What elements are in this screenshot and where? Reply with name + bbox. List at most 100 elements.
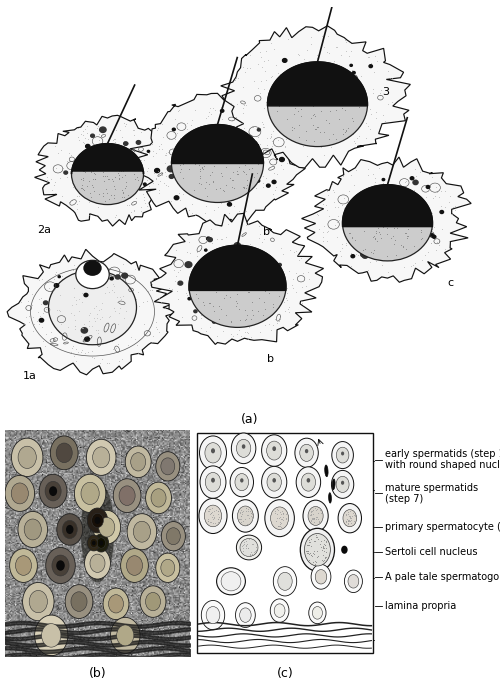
Point: [130, 124, 138, 135]
Point: [114, 318, 122, 329]
Point: [394, 218, 402, 229]
Point: [42, 329, 50, 340]
Point: [111, 193, 119, 204]
Point: [210, 510, 218, 520]
Point: [80, 167, 88, 178]
Point: [378, 187, 386, 198]
Point: [347, 514, 355, 525]
Point: [189, 151, 197, 162]
Point: [76, 294, 84, 305]
Point: [378, 232, 386, 243]
Point: [332, 74, 340, 85]
Point: [104, 145, 112, 156]
Point: [345, 510, 353, 521]
Point: [72, 298, 80, 309]
Point: [104, 162, 112, 173]
Point: [160, 132, 168, 143]
Point: [202, 242, 210, 253]
Point: [217, 102, 225, 113]
Point: [104, 305, 112, 316]
Point: [337, 75, 345, 86]
Point: [320, 553, 328, 564]
Point: [297, 57, 305, 68]
Circle shape: [363, 206, 368, 210]
Point: [396, 253, 404, 264]
Point: [239, 61, 247, 72]
Point: [330, 201, 338, 212]
Point: [68, 281, 76, 292]
Point: [88, 346, 96, 357]
Point: [117, 145, 125, 156]
Point: [354, 93, 362, 104]
Point: [103, 336, 111, 347]
Point: [120, 186, 128, 197]
Point: [362, 229, 370, 240]
Point: [149, 178, 157, 189]
Circle shape: [302, 107, 306, 110]
Point: [268, 135, 276, 146]
Point: [306, 537, 314, 548]
Point: [385, 204, 393, 215]
Point: [332, 217, 340, 228]
Point: [240, 208, 248, 219]
Point: [130, 264, 138, 275]
Point: [182, 145, 190, 156]
Point: [258, 119, 266, 130]
Point: [319, 236, 327, 247]
Point: [451, 204, 459, 215]
Point: [389, 246, 397, 257]
Point: [366, 257, 374, 268]
Point: [262, 46, 270, 57]
Point: [40, 307, 48, 318]
Point: [214, 509, 222, 520]
Point: [282, 509, 290, 520]
Point: [222, 232, 230, 242]
Point: [76, 180, 84, 191]
Point: [372, 232, 380, 243]
Point: [226, 316, 234, 327]
Circle shape: [71, 591, 87, 611]
Point: [242, 260, 250, 270]
Point: [272, 145, 280, 156]
Point: [99, 183, 107, 194]
Point: [104, 295, 112, 306]
Point: [284, 304, 292, 315]
Circle shape: [202, 600, 224, 630]
Point: [390, 212, 398, 223]
Point: [271, 506, 279, 517]
Point: [346, 513, 354, 524]
Point: [276, 89, 284, 100]
Point: [212, 183, 220, 194]
Point: [198, 309, 205, 320]
Point: [184, 157, 192, 168]
Point: [256, 46, 264, 57]
Point: [114, 304, 122, 315]
Point: [141, 197, 149, 208]
Point: [106, 287, 114, 298]
Point: [279, 267, 287, 278]
Point: [301, 84, 309, 95]
Circle shape: [124, 142, 128, 145]
Point: [116, 173, 124, 184]
Point: [246, 505, 254, 516]
Point: [198, 165, 206, 176]
Point: [91, 169, 99, 180]
Point: [62, 291, 70, 302]
Point: [422, 192, 430, 203]
Point: [313, 551, 321, 562]
Point: [222, 166, 230, 177]
Circle shape: [84, 260, 102, 276]
Point: [290, 247, 298, 257]
Point: [130, 145, 138, 156]
Point: [128, 179, 136, 190]
Point: [367, 201, 375, 212]
Circle shape: [126, 152, 131, 156]
Point: [72, 355, 80, 366]
Point: [81, 255, 89, 266]
Point: [333, 42, 341, 53]
Point: [270, 508, 278, 519]
Point: [128, 206, 136, 217]
Point: [132, 294, 140, 305]
Point: [346, 50, 354, 61]
Point: [334, 114, 342, 125]
